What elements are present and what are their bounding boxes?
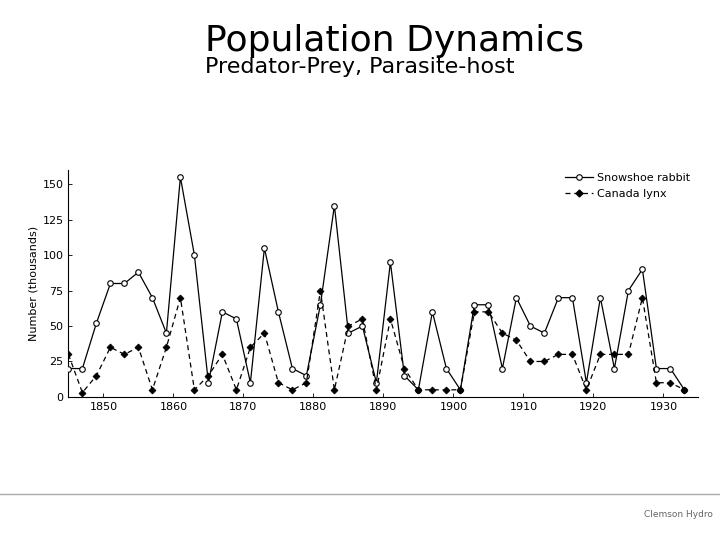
Canada lynx	[246, 344, 255, 350]
Snowshoe rabbit	[316, 301, 325, 308]
Snowshoe rabbit	[134, 269, 143, 275]
Snowshoe rabbit	[554, 294, 563, 301]
Snowshoe rabbit	[92, 320, 101, 326]
Canada lynx	[666, 380, 675, 386]
Snowshoe rabbit	[204, 380, 212, 386]
Snowshoe rabbit	[568, 294, 577, 301]
Canada lynx	[358, 316, 366, 322]
Snowshoe rabbit	[666, 365, 675, 372]
Canada lynx	[526, 358, 535, 365]
Canada lynx	[540, 358, 549, 365]
Canada lynx	[106, 344, 114, 350]
Y-axis label: Number (thousands): Number (thousands)	[28, 226, 38, 341]
Canada lynx	[190, 387, 199, 393]
Snowshoe rabbit	[512, 294, 521, 301]
Snowshoe rabbit	[260, 245, 269, 251]
Text: Predator-Prey, Parasite-host: Predator-Prey, Parasite-host	[205, 57, 515, 77]
Canada lynx	[162, 344, 171, 350]
Canada lynx	[638, 294, 647, 301]
Canada lynx	[260, 330, 269, 336]
Canada lynx	[624, 351, 633, 357]
Canada lynx	[64, 351, 73, 357]
Snowshoe rabbit	[442, 365, 451, 372]
Snowshoe rabbit	[64, 365, 73, 372]
Snowshoe rabbit	[386, 259, 395, 266]
Canada lynx	[232, 387, 240, 393]
Snowshoe rabbit	[302, 373, 311, 379]
Canada lynx	[316, 287, 325, 294]
Snowshoe rabbit	[540, 330, 549, 336]
Snowshoe rabbit	[330, 202, 338, 209]
Snowshoe rabbit	[470, 301, 479, 308]
Snowshoe rabbit	[162, 330, 171, 336]
Canada lynx	[554, 351, 563, 357]
Canada lynx	[78, 389, 86, 396]
Snowshoe rabbit	[428, 308, 437, 315]
Snowshoe rabbit	[190, 252, 199, 258]
Canada lynx	[120, 351, 129, 357]
Canada lynx	[400, 365, 409, 372]
Canada lynx	[582, 387, 590, 393]
Canada lynx	[498, 330, 507, 336]
Snowshoe rabbit	[344, 330, 353, 336]
Canada lynx	[456, 387, 464, 393]
Snowshoe rabbit	[246, 380, 255, 386]
Line: Snowshoe rabbit: Snowshoe rabbit	[66, 174, 687, 393]
Canada lynx	[344, 323, 353, 329]
Snowshoe rabbit	[218, 308, 227, 315]
Snowshoe rabbit	[274, 308, 283, 315]
Snowshoe rabbit	[498, 365, 507, 372]
Canada lynx	[330, 387, 338, 393]
Canada lynx	[92, 373, 101, 379]
Canada lynx	[204, 373, 212, 379]
Canada lynx	[610, 351, 618, 357]
Canada lynx	[274, 380, 283, 386]
Canada lynx	[428, 387, 437, 393]
Snowshoe rabbit	[232, 316, 240, 322]
Snowshoe rabbit	[582, 380, 590, 386]
Snowshoe rabbit	[78, 365, 86, 372]
Snowshoe rabbit	[288, 365, 297, 372]
Canada lynx	[386, 316, 395, 322]
Canada lynx	[680, 387, 689, 393]
Snowshoe rabbit	[680, 387, 689, 393]
Snowshoe rabbit	[652, 365, 661, 372]
Canada lynx	[302, 380, 311, 386]
Canada lynx	[470, 308, 479, 315]
Text: Clemson Hydro: Clemson Hydro	[644, 510, 714, 519]
Snowshoe rabbit	[610, 365, 618, 372]
Canada lynx	[218, 351, 227, 357]
Canada lynx	[568, 351, 577, 357]
Canada lynx	[442, 387, 451, 393]
Canada lynx	[652, 380, 661, 386]
Snowshoe rabbit	[484, 301, 492, 308]
Snowshoe rabbit	[400, 373, 409, 379]
Snowshoe rabbit	[176, 174, 185, 180]
Snowshoe rabbit	[624, 287, 633, 294]
Text: Population Dynamics: Population Dynamics	[205, 24, 584, 58]
Canada lynx	[414, 387, 423, 393]
Canada lynx	[484, 308, 492, 315]
Snowshoe rabbit	[358, 323, 366, 329]
Snowshoe rabbit	[456, 387, 464, 393]
Snowshoe rabbit	[120, 280, 129, 287]
Canada lynx	[134, 344, 143, 350]
Snowshoe rabbit	[372, 380, 381, 386]
Canada lynx	[148, 387, 157, 393]
Snowshoe rabbit	[414, 387, 423, 393]
Canada lynx	[288, 387, 297, 393]
Canada lynx	[512, 337, 521, 343]
Snowshoe rabbit	[148, 294, 157, 301]
Snowshoe rabbit	[526, 323, 535, 329]
Canada lynx	[372, 387, 381, 393]
Snowshoe rabbit	[596, 294, 605, 301]
Line: Canada lynx: Canada lynx	[66, 288, 687, 395]
Snowshoe rabbit	[106, 280, 114, 287]
Canada lynx	[176, 294, 185, 301]
Legend: Snowshoe rabbit, Canada lynx: Snowshoe rabbit, Canada lynx	[563, 171, 693, 201]
Canada lynx	[596, 351, 605, 357]
Snowshoe rabbit	[638, 266, 647, 273]
